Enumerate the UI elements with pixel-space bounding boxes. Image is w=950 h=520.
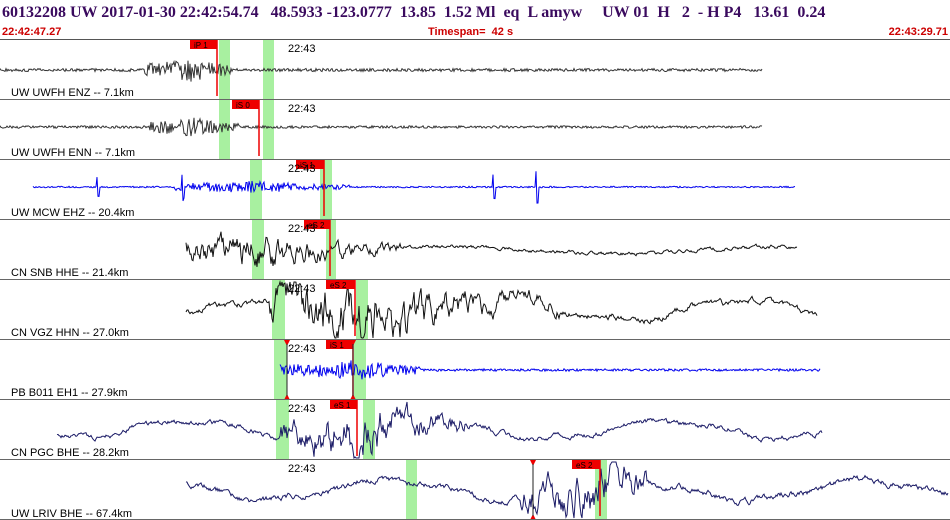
- station-label: PB B011 EH1 -- 27.9km: [11, 387, 128, 399]
- waveform-trace: [185, 461, 949, 519]
- pick-triangle-top: [284, 340, 290, 346]
- pick-label: eS 2: [308, 221, 325, 230]
- pick-label: eS 2: [576, 461, 593, 470]
- pick-flag[interactable]: [572, 460, 600, 469]
- trace-panel[interactable]: iS 1 22:43 PB B011 EH1 -- 27.9km: [0, 340, 950, 400]
- waveform-trace: [56, 401, 823, 460]
- analysis-window: [274, 340, 287, 400]
- time-tick-label: 22:43: [288, 403, 316, 415]
- analysis-window: [252, 220, 264, 280]
- analysis-window: [326, 220, 336, 280]
- trace-panel[interactable]: iS 0 22:43 UW UWFH ENN -- 7.1km: [0, 100, 950, 160]
- analysis-window: [219, 100, 230, 160]
- time-tick-label: 22:43: [288, 43, 316, 55]
- station-label: CN SNB HHE -- 21.4km: [11, 267, 128, 279]
- pick-label: iP 1: [194, 41, 208, 50]
- time-tick-label: 22:43: [288, 163, 316, 175]
- pick-flag[interactable]: [326, 340, 353, 349]
- header-divider: [0, 39, 950, 40]
- pick-triangle-bottom: [530, 514, 536, 520]
- pick-flag[interactable]: [326, 280, 355, 289]
- waveform-trace: [0, 117, 763, 137]
- pick-label: eS 2: [330, 281, 347, 290]
- analysis-window: [263, 100, 274, 160]
- trace-panel[interactable]: iS 122:43 UW MCW EHZ -- 20.4km: [0, 160, 950, 220]
- trace-panel[interactable]: eS 1 22:43 CN PGC BHE -- 28.2km: [0, 400, 950, 460]
- time-tick-label: 22:43: [288, 343, 316, 355]
- analysis-window: [595, 460, 607, 520]
- pick-triangle-top: [350, 340, 356, 346]
- pick-label: eS 1: [334, 401, 351, 410]
- waveform-trace: [0, 59, 763, 82]
- trace-panel[interactable]: eS 222:43 CN SNB HHE -- 21.4km: [0, 220, 950, 280]
- analysis-window: [363, 400, 375, 460]
- station-label: UW UWFH ENZ -- 7.1km: [11, 87, 134, 99]
- event-header: 60132208 UW 2017-01-30 22:42:54.74 48.59…: [0, 0, 950, 40]
- pick-flag[interactable]: [330, 400, 357, 409]
- trace-panel[interactable]: eS 2 22:43 UW LRIV BHE -- 67.4km: [0, 460, 950, 520]
- pick-flag[interactable]: [190, 40, 217, 49]
- pick-flag[interactable]: [304, 220, 330, 229]
- pick-triangle-bottom: [350, 394, 356, 400]
- waveform-trace: [185, 280, 818, 339]
- analysis-window: [406, 460, 417, 520]
- pick-label: iS 1: [330, 341, 344, 350]
- trace-panel[interactable]: eS 2 22:43 CN VGZ HHN -- 27.0km: [0, 280, 950, 340]
- pick-label: iS 1: [300, 161, 314, 170]
- waveform-trace: [32, 171, 796, 204]
- seismogram-panels[interactable]: iP 1 22:43 UW UWFH ENZ -- 7.1km iS 0 22:43 UW…: [0, 40, 950, 520]
- station-label: UW MCW EHZ -- 20.4km: [11, 207, 134, 219]
- pick-label: iS 0: [236, 101, 250, 110]
- pick-flag[interactable]: [232, 100, 259, 109]
- timespan: Timespan= 42 s: [428, 26, 514, 38]
- trace-panel[interactable]: iP 1 22:43 UW UWFH ENZ -- 7.1km: [0, 40, 950, 100]
- analysis-window: [250, 160, 262, 220]
- end-time: 22:43:29.71: [888, 26, 948, 38]
- pick-triangle-top: [530, 460, 536, 466]
- event-title: 60132208 UW 2017-01-30 22:42:54.74 48.59…: [2, 4, 826, 21]
- start-time: 22:42:47.27: [2, 26, 62, 38]
- station-label: CN VGZ HHN -- 27.0km: [11, 327, 129, 339]
- waveform-trace: [279, 360, 821, 380]
- station-label: CN PGC BHE -- 28.2km: [11, 447, 129, 459]
- pick-flag[interactable]: [296, 160, 324, 169]
- time-tick-label: 22:43: [288, 283, 316, 295]
- time-tick-label: 22:43: [288, 103, 316, 115]
- pick-triangle-bottom: [284, 394, 290, 400]
- time-tick-label: 22:43: [288, 463, 316, 475]
- station-label: UW UWFH ENN -- 7.1km: [11, 147, 135, 159]
- waveform-trace: [185, 231, 798, 267]
- station-label: UW LRIV BHE -- 67.4km: [11, 508, 132, 520]
- analysis-window: [320, 160, 332, 220]
- analysis-window: [356, 280, 368, 340]
- time-tick-label: 22:43: [288, 223, 316, 235]
